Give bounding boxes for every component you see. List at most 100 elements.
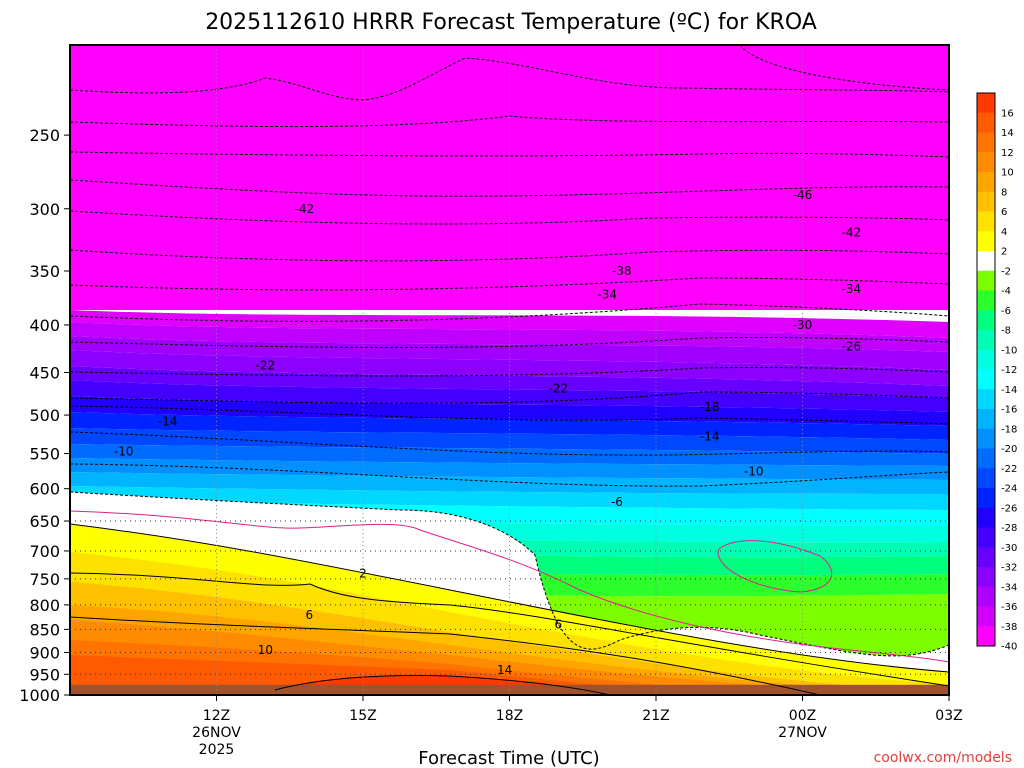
x-tick-label: 00Z bbox=[789, 708, 816, 724]
contour-minus-46 bbox=[70, 115, 949, 128]
colorbar-tick-label: -24 bbox=[1001, 484, 1017, 495]
colorbar-tick-label: -14 bbox=[1001, 385, 1017, 396]
x-tick-date: 27NOV bbox=[778, 725, 827, 741]
colorbar-swatch bbox=[977, 448, 995, 469]
colorbar-tick-label: 2 bbox=[1001, 247, 1007, 258]
colorbar-swatch bbox=[977, 606, 995, 627]
band-minus-4-patch bbox=[842, 600, 949, 644]
plot-area: -42 -46 -42 -38 -34 -34 -30 -26 -22 -22 -18 -14 -14 -… bbox=[70, 45, 949, 695]
colorbar-tick-label: 6 bbox=[1001, 207, 1007, 218]
contour-plus-10 bbox=[70, 616, 821, 695]
contour-label: -6 bbox=[611, 495, 623, 509]
colorbar-tick-label: -36 bbox=[1001, 602, 1017, 613]
y-tick-label: 900 bbox=[29, 643, 60, 662]
colorbar-tick-label: -18 bbox=[1001, 424, 1017, 435]
colorbar-tick-label: 10 bbox=[1001, 168, 1014, 179]
chart-title: 2025112610 HRRR Forecast Temperature (ºC… bbox=[205, 10, 817, 35]
colorbar-tick-label: -16 bbox=[1001, 405, 1017, 416]
contour-label: -34 bbox=[842, 282, 862, 296]
contour-label: -42 bbox=[295, 202, 315, 216]
colorbar-tick-label: -8 bbox=[1001, 326, 1011, 337]
colorbar-swatch bbox=[977, 527, 995, 548]
y-tick-label: 800 bbox=[29, 596, 60, 615]
colorbar-swatch bbox=[977, 112, 995, 133]
contour-label: -46 bbox=[793, 188, 813, 202]
contour-label: 6 bbox=[305, 608, 313, 622]
contour-minus-42 bbox=[70, 179, 949, 197]
contour-label: 2 bbox=[359, 566, 367, 580]
colorbar-tick-label: 14 bbox=[1001, 128, 1014, 139]
colorbar-tick-label: -4 bbox=[1001, 286, 1011, 297]
band-minus-34 bbox=[70, 350, 949, 386]
contour-label: -34 bbox=[597, 288, 617, 302]
colorbar-swatch bbox=[977, 132, 995, 153]
contour-minus-18 bbox=[70, 391, 949, 404]
colorbar-tick-label: 12 bbox=[1001, 148, 1014, 159]
x-tick-label: 03Z bbox=[935, 708, 962, 724]
contour-minus-26 bbox=[70, 336, 949, 348]
colorbar-swatch bbox=[977, 152, 995, 173]
y-tick-label: 650 bbox=[29, 512, 60, 531]
y-tick-label: 850 bbox=[29, 620, 60, 639]
contour-minus-2 bbox=[70, 491, 949, 657]
y-tick-label: 450 bbox=[29, 364, 60, 383]
colorbar-tick-label: -2 bbox=[1001, 266, 1011, 277]
contour-label: -18 bbox=[700, 400, 720, 414]
colorbar-swatch bbox=[977, 586, 995, 607]
y-tick-label: 750 bbox=[29, 570, 60, 589]
contour-minus-44 bbox=[70, 151, 949, 158]
y-tick-label: 550 bbox=[29, 445, 60, 464]
x-axis-title: Forecast Time (UTC) bbox=[418, 748, 599, 768]
grid-lines bbox=[70, 45, 949, 695]
y-tick-label: 950 bbox=[29, 665, 60, 684]
colorbar-swatch bbox=[977, 270, 995, 291]
band-minus-28 bbox=[70, 396, 949, 426]
x-tick-label: 12Z bbox=[203, 708, 230, 724]
contour-label: -38 bbox=[612, 264, 632, 278]
y-tick-label: 700 bbox=[29, 542, 60, 561]
colorbar-tick-label: -22 bbox=[1001, 464, 1017, 475]
contour-plus-2 bbox=[70, 523, 949, 673]
colorbar-swatch bbox=[977, 349, 995, 370]
colorbar-tick-label: -32 bbox=[1001, 563, 1017, 574]
colorbar-tick-label: -38 bbox=[1001, 622, 1017, 633]
colorbar-swatch bbox=[977, 626, 995, 647]
colorbar-tick-label: -34 bbox=[1001, 582, 1017, 593]
colorbar-swatch bbox=[977, 488, 995, 509]
x-tick-label: 15Z bbox=[349, 708, 376, 724]
band-minus-22 bbox=[70, 444, 949, 466]
colorbar-tick-label: -28 bbox=[1001, 523, 1017, 534]
band-plus-4 bbox=[70, 552, 949, 692]
colorbar-swatch bbox=[977, 93, 995, 114]
colorbar-swatch bbox=[977, 231, 995, 252]
contour-minus-14 bbox=[70, 405, 949, 425]
colorbar-swatch bbox=[977, 310, 995, 331]
contour-label: 14 bbox=[497, 663, 512, 677]
contour-zero bbox=[70, 510, 949, 663]
colorbar-swatch bbox=[977, 468, 995, 489]
y-tick-label: 400 bbox=[29, 316, 60, 335]
colorbar-swatch bbox=[977, 369, 995, 390]
y-tick-label: 500 bbox=[29, 406, 60, 425]
colorbar-swatch bbox=[977, 251, 995, 272]
x-tick-label: 18Z bbox=[496, 708, 523, 724]
y-tick-label: 300 bbox=[29, 200, 60, 219]
colorbar-swatch bbox=[977, 547, 995, 568]
band-minus-18 bbox=[70, 472, 949, 494]
contour-minus-34 bbox=[70, 277, 949, 291]
contour-label: -10 bbox=[744, 465, 764, 479]
contour-label: -22 bbox=[549, 381, 569, 395]
contour-label: -10 bbox=[114, 444, 134, 458]
colorbar-tick-label: 16 bbox=[1001, 108, 1014, 119]
colorbar-swatch bbox=[977, 409, 995, 430]
contour-minus-6 bbox=[70, 463, 949, 487]
y-tick-label: 1000 bbox=[19, 686, 60, 705]
contour-label: 10 bbox=[258, 643, 273, 657]
colorbar-swatch bbox=[977, 507, 995, 528]
contour-minus-30 bbox=[70, 303, 949, 322]
colorbar-tick-label: -26 bbox=[1001, 503, 1017, 514]
colorbar-tick-label: -20 bbox=[1001, 444, 1017, 455]
contour-minus-22 bbox=[70, 366, 949, 377]
colorbar-swatch bbox=[977, 172, 995, 193]
